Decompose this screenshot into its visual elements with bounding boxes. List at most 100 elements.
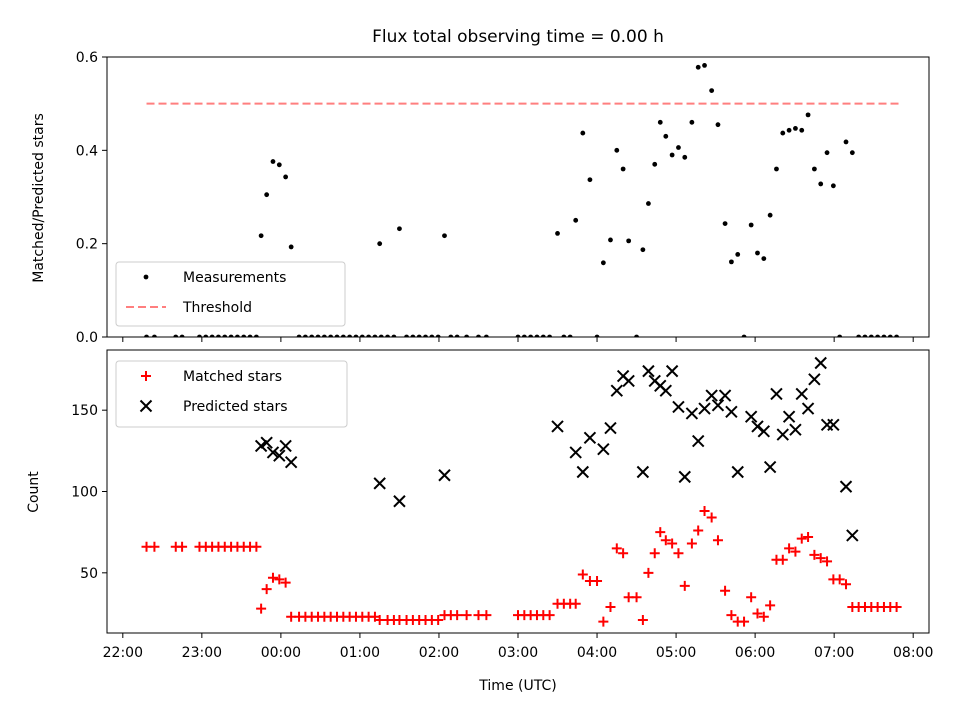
- measurement-point: [722, 221, 728, 227]
- predicted-star-point: [279, 439, 292, 453]
- measurement-point: [528, 334, 534, 337]
- predicted-star-point: [718, 389, 732, 402]
- measurement-point: [843, 139, 849, 145]
- matched-star-point: [803, 532, 814, 543]
- measurement-point: [270, 159, 276, 164]
- measurement-point: [209, 334, 215, 337]
- measurement-point: [709, 88, 715, 93]
- measurement-point: [587, 177, 593, 183]
- bottom-ytick-label: 100: [71, 485, 98, 501]
- measurement-point: [735, 252, 741, 257]
- measurement-point: [824, 150, 830, 156]
- predicted-star-point: [678, 470, 691, 484]
- matched-star-point: [256, 603, 267, 614]
- top-y-axis-label: Matched/Predicted stars: [31, 113, 47, 283]
- measurement-point: [359, 334, 365, 337]
- matched-stars-series: [141, 506, 902, 627]
- predicted-star-point: [254, 439, 268, 453]
- measurement-point: [416, 334, 422, 337]
- top-ytick-label: 0.4: [76, 143, 98, 159]
- matched-star-point: [752, 608, 763, 619]
- measurement-point: [283, 174, 289, 180]
- predicted-star-point: [610, 384, 624, 397]
- measurement-point: [849, 150, 855, 156]
- matched-star-point: [481, 610, 492, 621]
- measurement-point: [748, 222, 754, 228]
- measurement-point: [715, 122, 721, 128]
- predicted-star-point: [583, 431, 597, 445]
- bottom-data-layer: [141, 356, 902, 627]
- matched-star-point: [280, 577, 291, 588]
- measurement-point: [435, 334, 441, 337]
- measurement-point: [663, 133, 669, 139]
- xtick-label: 03:00: [498, 645, 538, 661]
- measurement-point: [203, 334, 209, 337]
- xtick-label: 01:00: [340, 645, 380, 661]
- measurement-point: [521, 334, 527, 337]
- measurement-point: [695, 64, 701, 70]
- measurement-point: [894, 334, 899, 337]
- matched-star-point: [726, 610, 737, 621]
- matched-star-point: [834, 574, 845, 585]
- measurement-point: [372, 334, 378, 337]
- measurement-point: [887, 334, 893, 337]
- matched-star-point: [758, 611, 769, 622]
- predicted-star-point: [273, 449, 286, 462]
- measurement-point: [580, 130, 586, 136]
- measurement-point: [875, 334, 881, 337]
- xtick-label: 23:00: [182, 645, 222, 661]
- matched-star-point: [643, 567, 654, 578]
- measurement-point: [347, 334, 353, 337]
- xtick-label: 07:00: [814, 645, 854, 661]
- matched-star-point: [746, 592, 757, 603]
- matched-star-point: [618, 548, 629, 559]
- matched-star-point: [611, 543, 622, 554]
- xtick-label: 22:00: [103, 645, 143, 661]
- measurement-point: [640, 247, 646, 253]
- measurement-point: [547, 334, 553, 337]
- measurement-point: [780, 130, 786, 136]
- predicted-star-point: [725, 405, 738, 419]
- matched-star-point: [706, 512, 717, 523]
- measurement-point: [646, 201, 651, 206]
- predicted-star-point: [597, 443, 610, 456]
- measurement-point: [173, 334, 179, 337]
- measurement-point: [837, 334, 843, 337]
- measurement-point: [567, 334, 573, 337]
- matched-star-point: [739, 616, 750, 627]
- measurement-point: [669, 152, 675, 158]
- measurement-point: [288, 244, 294, 250]
- measurement-point: [799, 127, 805, 133]
- matched-star-point: [577, 569, 588, 580]
- top-legend-box: [115, 261, 346, 327]
- chart-title: Flux total observing time = 0.00 h: [372, 27, 664, 47]
- bottom-ytick-label: 50: [80, 566, 98, 582]
- matched-star-point: [809, 549, 820, 560]
- measurement-point: [555, 231, 560, 236]
- measurement-point: [258, 233, 264, 239]
- measurement-point: [321, 334, 327, 337]
- matched-star-point: [679, 580, 690, 591]
- measurement-point: [620, 166, 626, 172]
- measurement-point: [676, 145, 681, 150]
- legend-label: Matched stars: [183, 369, 282, 385]
- matched-star-point: [637, 614, 648, 625]
- matched-star-point: [267, 572, 278, 583]
- measurement-point: [600, 260, 606, 266]
- measurement-point: [774, 166, 779, 172]
- matched-star-point: [784, 543, 795, 554]
- matched-star-point: [712, 535, 723, 546]
- matched-star-point: [149, 541, 160, 552]
- measurement-point: [247, 334, 253, 337]
- predicted-star-point: [731, 465, 744, 479]
- predicted-star-point: [393, 495, 406, 508]
- predicted-star-point: [814, 356, 827, 370]
- matched-star-point: [720, 585, 731, 596]
- predicted-star-point: [705, 389, 718, 402]
- legend-measurements-swatch: [143, 274, 149, 280]
- bottom-plot: 50 100 150 22:00 23:00 00:00 01:00 02:00 03:00 04…: [71, 349, 933, 661]
- measurement-point: [228, 334, 234, 337]
- measurement-point: [197, 334, 202, 337]
- predicted-star-point: [801, 402, 815, 415]
- predicted-star-point: [789, 423, 802, 436]
